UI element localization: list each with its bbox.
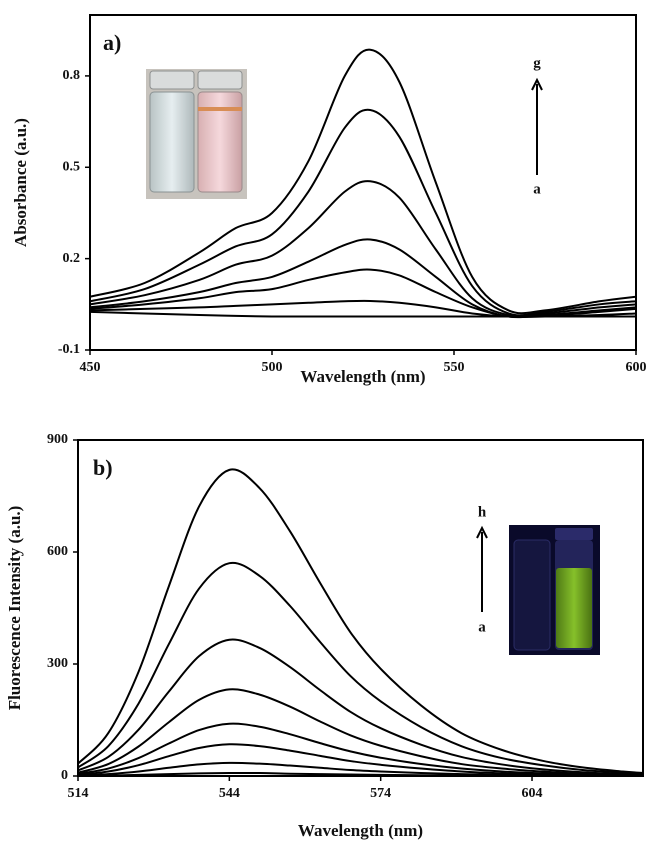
spectrum-line [77,468,644,775]
x-tick-label: 604 [522,786,543,801]
arrow-bottom-label: a [533,181,541,197]
y-tick-label: -0.1 [58,342,80,357]
y-tick-label: 0.5 [63,159,81,174]
spectrum-line [89,108,637,317]
spectrum-line [77,688,644,777]
x-tick-label: 514 [68,786,89,801]
arrow-top-label: g [533,55,541,71]
y-tick-label: 600 [47,544,68,559]
inset-photo [146,69,247,199]
arrow-head [476,525,488,539]
x-tick-label: 450 [80,360,101,375]
x-axis-title: Wavelength (nm) [300,367,425,386]
spectrum-line [89,48,637,315]
spectrum-line [77,638,644,776]
x-tick-label: 500 [262,360,283,375]
y-tick-label: 900 [47,432,68,447]
y-tick-label: 0.2 [63,251,81,266]
x-tick-label: 544 [219,786,240,801]
y-tick-label: 300 [47,656,68,671]
plot-frame [89,14,637,351]
y-axis-title: Fluorescence Intensity (a.u.) [5,506,24,711]
spectrum-line [89,180,637,317]
y-tick-label: 0 [61,768,68,783]
arrow-bottom-label: a [478,619,486,635]
y-tick-label: 0.8 [63,68,81,83]
x-tick-label: 600 [626,360,647,375]
spectrum-line [89,238,637,319]
panel-label: b) [93,455,113,480]
x-tick-label: 550 [444,360,465,375]
arrow-top-label: h [478,504,487,520]
spectrum-line [77,743,644,777]
panel-label: a) [103,30,121,55]
x-tick-label: 574 [370,786,391,801]
plot-frame [77,439,644,777]
spectrum-line [77,722,644,777]
x-axis-title: Wavelength (nm) [298,821,423,840]
spectrum-line [77,561,644,775]
y-axis-title: Absorbance (a.u.) [11,118,30,247]
inset-photo [509,525,600,655]
arrow-head [531,77,543,91]
